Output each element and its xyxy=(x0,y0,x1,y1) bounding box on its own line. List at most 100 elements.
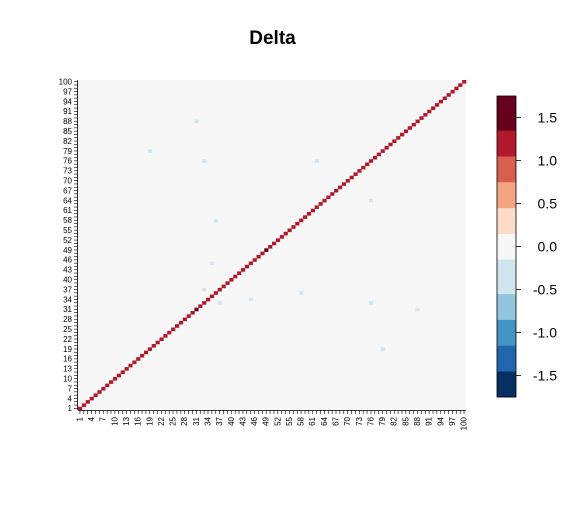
heatmap-diagonal-cell-48 xyxy=(260,251,265,256)
heatmap-diagonal-cell-61 xyxy=(310,208,315,213)
y-tick-label-94: 94 xyxy=(63,97,72,106)
x-tick-label-61: 61 xyxy=(308,416,317,425)
x-tick-label-91: 91 xyxy=(425,416,434,425)
legend-swatch-0 xyxy=(497,371,516,398)
heatmap-diagonal-cell-40 xyxy=(229,278,234,282)
heatmap-diagonal-cell-41 xyxy=(233,274,238,279)
x-tick-label-43: 43 xyxy=(238,416,247,425)
y-tick-label-1: 1 xyxy=(68,404,73,413)
x-tick-label-97: 97 xyxy=(448,416,457,425)
heatmap-diagonal-cell-73 xyxy=(357,169,362,173)
y-tick-label-25: 25 xyxy=(63,325,72,334)
legend-swatch-8 xyxy=(497,156,516,183)
x-tick-label-94: 94 xyxy=(436,416,445,425)
heatmap-cells xyxy=(78,80,467,411)
y-tick-label-4: 4 xyxy=(68,394,73,403)
heatmap-diagonal-cell-56 xyxy=(291,225,296,229)
heatmap-diagonal-cell-21 xyxy=(155,340,160,345)
y-tick-label-31: 31 xyxy=(63,305,72,314)
heatmap-sparse-cell-4 xyxy=(369,198,374,203)
y-tick-label-49: 49 xyxy=(63,246,72,255)
legend-tick-label-5: 1.0 xyxy=(538,153,558,169)
x-tick-label-34: 34 xyxy=(203,416,212,425)
x-tick-label-82: 82 xyxy=(390,416,399,425)
heatmap-diagonal-cell-45 xyxy=(248,261,253,266)
heatmap-diagonal-cell-17 xyxy=(140,353,145,358)
legend-tick-label-0: -1.5 xyxy=(533,368,557,384)
legend-swatch-5 xyxy=(497,233,516,260)
y-tick-label-10: 10 xyxy=(63,374,72,383)
legend-swatch-1 xyxy=(497,345,516,372)
heatmap-diagonal-cell-19 xyxy=(147,347,153,351)
heatmap-diagonal-cell-20 xyxy=(151,344,156,348)
heatmap-diagonal-cell-25 xyxy=(171,327,176,332)
y-tick-label-76: 76 xyxy=(63,157,72,166)
x-tick-label-100: 100 xyxy=(460,416,469,430)
heatmap-diagonal-cell-67 xyxy=(334,188,339,193)
legend-swatch-10 xyxy=(497,96,516,131)
x-tick-label-88: 88 xyxy=(413,416,422,425)
y-tick-label-37: 37 xyxy=(63,285,72,294)
heatmap-diagonal-cell-96 xyxy=(446,93,451,97)
heatmap-diagonal-cell-29 xyxy=(186,314,191,318)
y-tick-label-97: 97 xyxy=(63,87,72,96)
x-tick-label-4: 4 xyxy=(87,416,96,421)
heatmap-sparse-cell-7 xyxy=(202,287,207,292)
x-tick-label-70: 70 xyxy=(343,416,352,425)
heatmap-diagonal-cell-62 xyxy=(314,205,319,209)
heatmap-diagonal-cell-28 xyxy=(182,317,187,322)
heatmap-diagonal-cell-74 xyxy=(361,165,366,170)
y-tick-label-100: 100 xyxy=(59,77,73,86)
heatmap-diagonal-cell-78 xyxy=(376,152,381,157)
y-tick-label-43: 43 xyxy=(63,266,72,275)
heatmap-diagonal-cell-80 xyxy=(384,146,389,150)
heatmap-diagonal-cell-51 xyxy=(272,241,277,246)
heatmap-diagonal-cell-39 xyxy=(225,281,230,285)
heatmap-diagonal-cell-81 xyxy=(388,142,393,147)
heatmap-sparse-cell-6 xyxy=(209,261,215,266)
heatmap-diagonal-cell-59 xyxy=(303,215,308,219)
heatmap-diagonal-cell-1 xyxy=(78,406,83,411)
heatmap-sparse-cell-13 xyxy=(380,347,385,351)
y-tick-label-55: 55 xyxy=(63,226,72,235)
y-tick-label-73: 73 xyxy=(63,167,72,176)
x-tick-label-64: 64 xyxy=(320,416,329,425)
x-tick-label-1: 1 xyxy=(75,416,84,421)
y-tick-label-61: 61 xyxy=(63,206,72,215)
heatmap-diagonal-cell-55 xyxy=(287,228,292,233)
x-tick-label-49: 49 xyxy=(262,416,271,425)
x-tick-label-55: 55 xyxy=(285,416,294,425)
x-tick-label-22: 22 xyxy=(157,416,166,425)
heatmap-diagonal-cell-35 xyxy=(209,294,215,299)
heatmap-diagonal-cell-99 xyxy=(458,83,463,87)
heatmap-diagonal-cell-52 xyxy=(275,238,281,242)
y-tick-label-19: 19 xyxy=(63,345,72,354)
heatmap-diagonal-cell-84 xyxy=(400,132,405,137)
heatmap-diagonal-cell-91 xyxy=(427,109,432,114)
x-tick-label-85: 85 xyxy=(401,416,410,425)
heatmap-sparse-cell-0 xyxy=(194,119,199,124)
heatmap-diagonal-cell-49 xyxy=(264,248,269,252)
y-tick-label-52: 52 xyxy=(63,236,72,245)
heatmap-diagonal-cell-53 xyxy=(279,235,284,239)
x-tick-label-79: 79 xyxy=(378,416,387,425)
heatmap-diagonal-cell-46 xyxy=(252,258,257,262)
y-tick-label-79: 79 xyxy=(63,147,72,156)
heatmap-sparse-cell-10 xyxy=(217,301,222,305)
heatmap-diagonal-cell-2 xyxy=(81,403,87,407)
heatmap-diagonal-cell-6 xyxy=(97,390,102,394)
heatmap-diagonal-cell-8 xyxy=(105,383,110,388)
heatmap-diagonal-cell-23 xyxy=(163,334,168,338)
x-tick-label-13: 13 xyxy=(122,416,131,425)
heatmap-sparse-cell-2 xyxy=(202,159,207,163)
y-tick-label-34: 34 xyxy=(63,295,72,304)
heatmap-diagonal-cell-100 xyxy=(462,80,467,84)
x-tick-label-40: 40 xyxy=(227,416,236,425)
legend-swatch-4 xyxy=(497,259,516,295)
heatmap-diagonal-cell-47 xyxy=(256,254,261,259)
y-tick-label-28: 28 xyxy=(63,315,72,324)
legend-swatch-7 xyxy=(497,182,516,209)
chart-title: Delta xyxy=(249,28,296,49)
